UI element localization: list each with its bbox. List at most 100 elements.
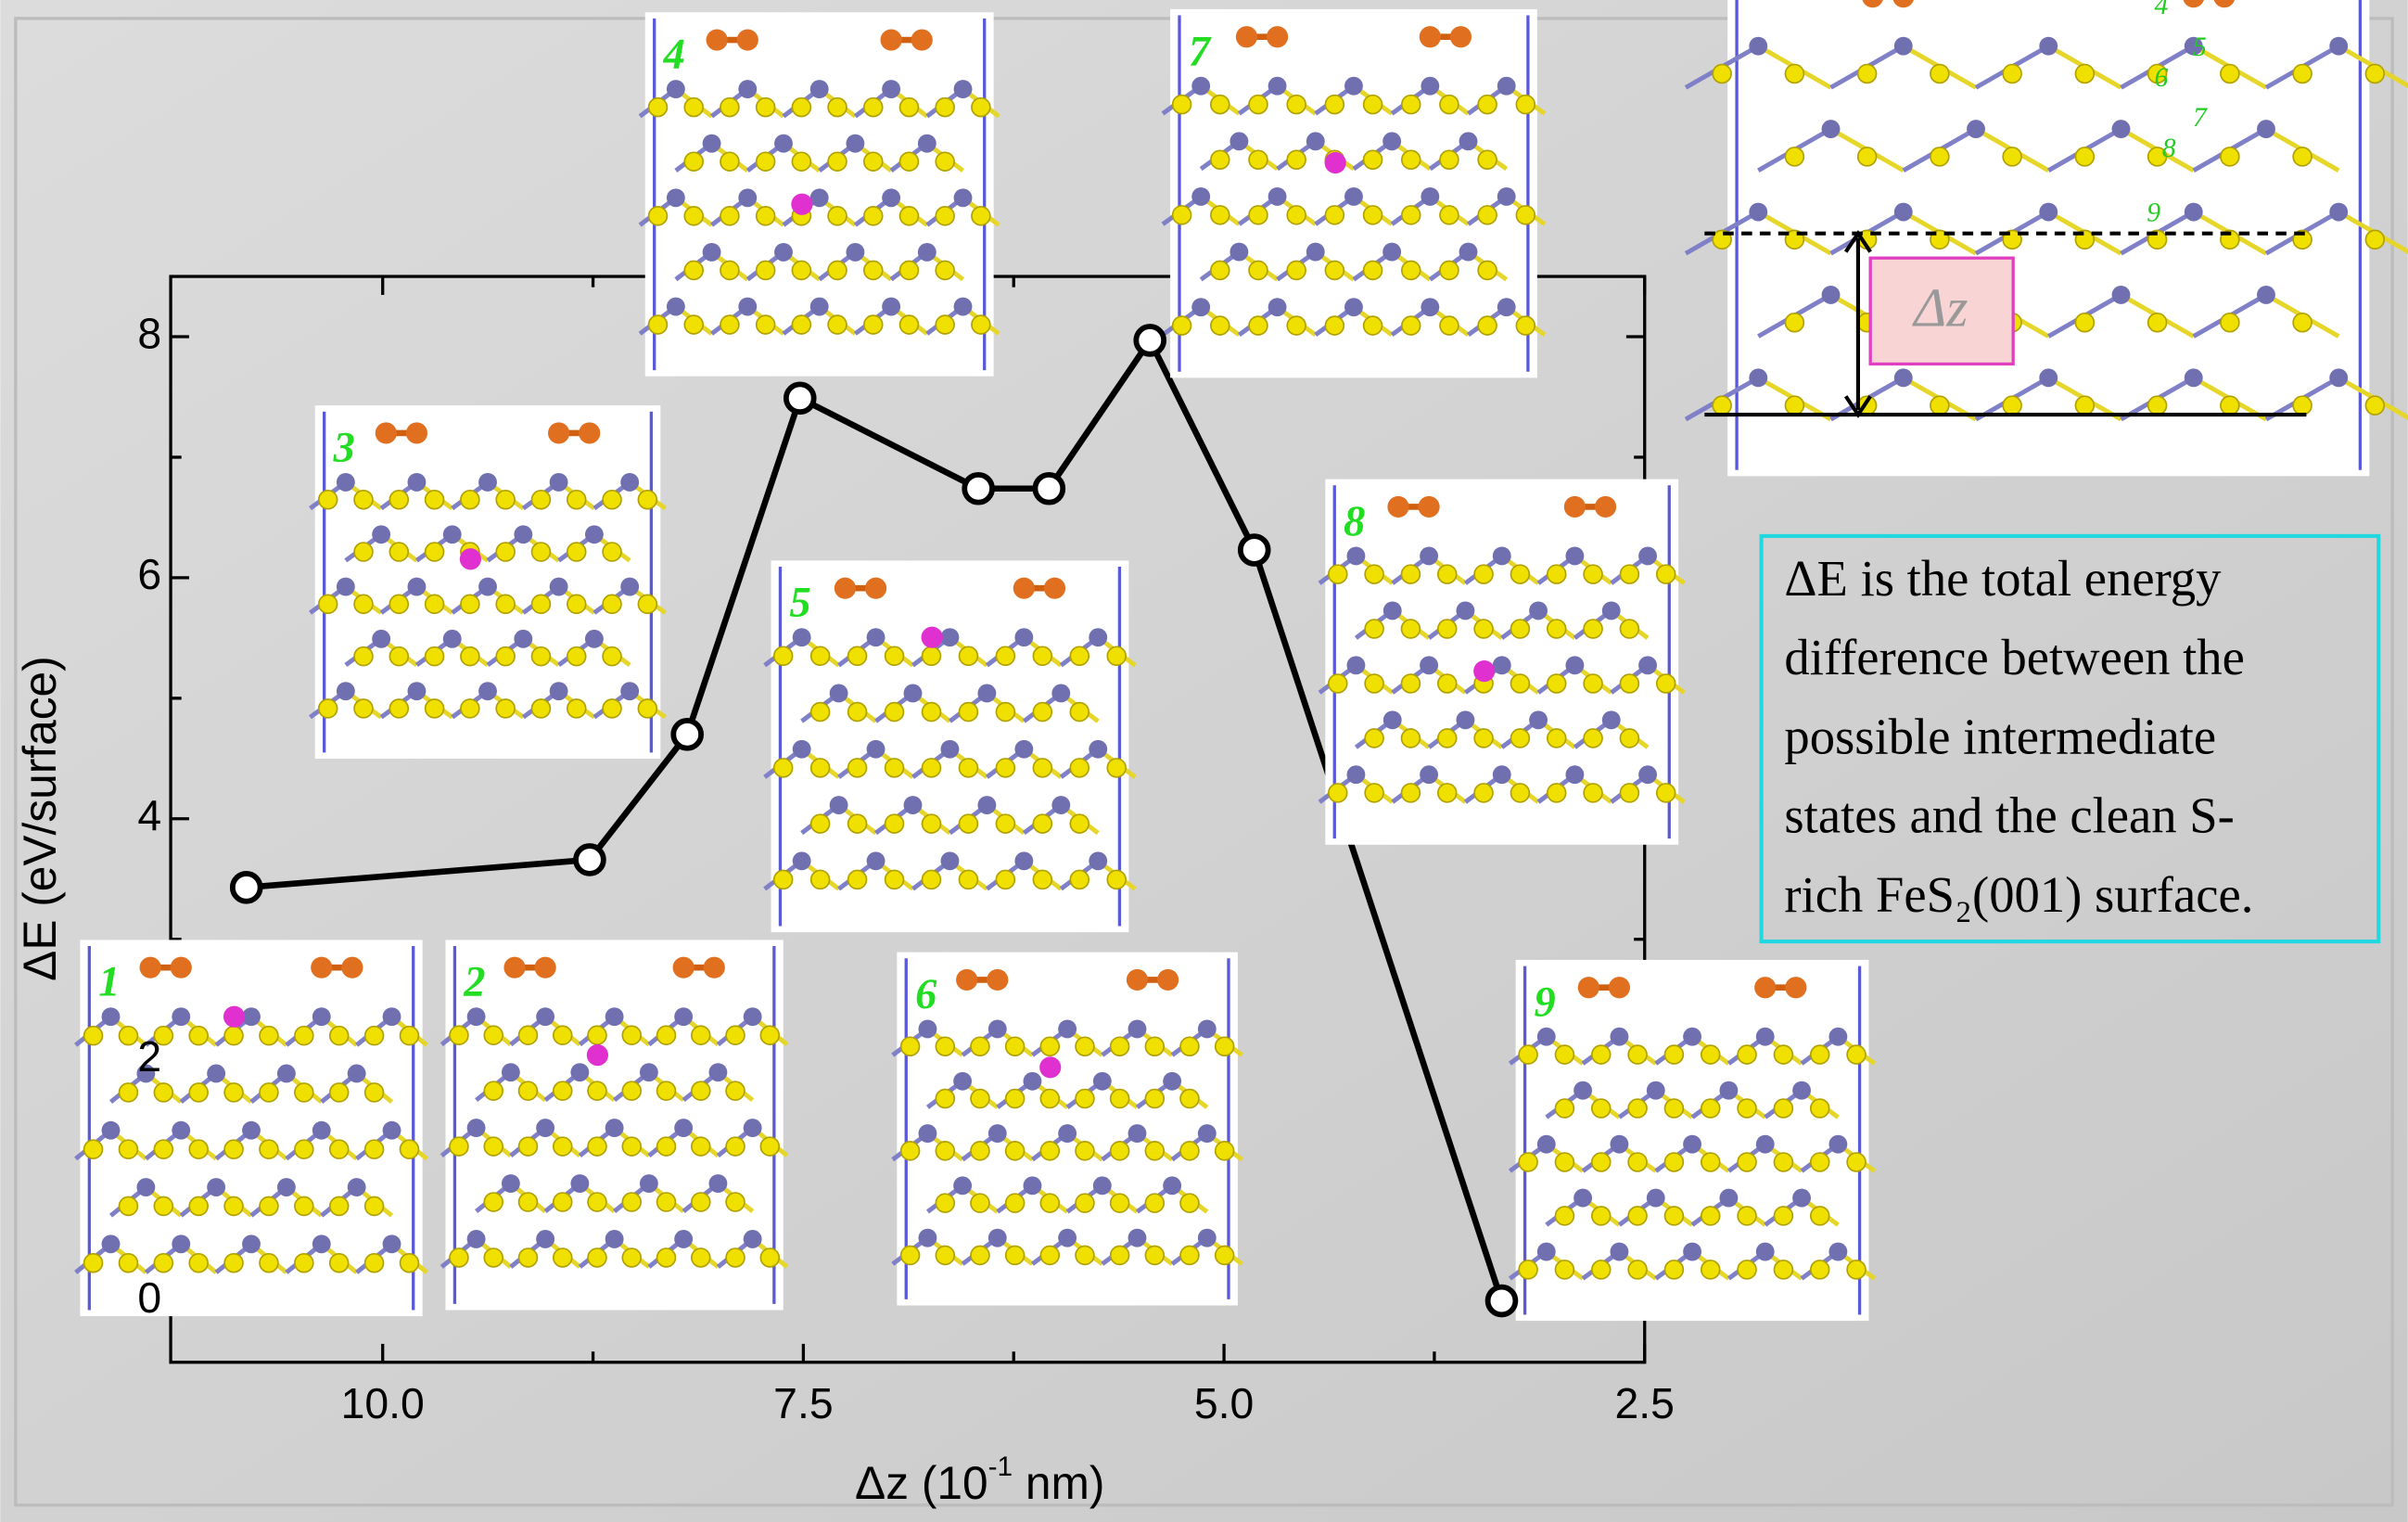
fe-atom: [1051, 796, 1070, 814]
s-atom: [389, 699, 408, 718]
fe-atom: [793, 628, 811, 646]
s-atom: [1364, 316, 1382, 335]
s-atom: [588, 1081, 606, 1100]
s-atom: [1774, 1153, 1792, 1171]
ref-marker: 9: [2147, 198, 2160, 228]
s-atom: [1785, 313, 1803, 332]
s-atom: [1438, 565, 1457, 583]
fe-atom: [708, 1063, 727, 1081]
fe-atom: [207, 1178, 225, 1196]
s-atom: [461, 595, 479, 613]
s-atom: [401, 1140, 419, 1158]
s-atom: [1584, 674, 1602, 693]
fe-atom: [1828, 1028, 1847, 1046]
fe-atom: [810, 80, 829, 98]
fe-atom: [1565, 765, 1584, 784]
s-atom: [1701, 1099, 1720, 1118]
s-atom: [649, 315, 668, 334]
s-atom: [1249, 206, 1268, 224]
fe-atom: [1493, 765, 1511, 784]
s-atom: [2293, 65, 2312, 83]
s-atom: [811, 703, 830, 722]
s-atom: [864, 262, 883, 280]
s-atom: [1620, 784, 1638, 802]
s-atom: [684, 315, 703, 334]
s-atom: [354, 647, 373, 666]
ref-marker: 8: [2162, 133, 2176, 163]
s-atom: [1657, 565, 1675, 583]
s-atom: [554, 1026, 572, 1044]
s-atom: [1548, 565, 1566, 583]
s-atom: [1329, 674, 1347, 693]
fe-atom: [408, 578, 427, 596]
structure-label: 5: [789, 580, 810, 627]
s-atom: [996, 814, 1014, 833]
s-atom: [532, 543, 551, 561]
s-atom: [1474, 565, 1493, 583]
fe-atom: [941, 628, 960, 646]
s-atom: [1555, 1207, 1573, 1225]
s-atom: [389, 647, 408, 666]
s-atom: [567, 543, 586, 561]
s-atom: [1774, 1260, 1792, 1279]
s-atom: [1811, 1207, 1829, 1225]
o-atom: [1578, 977, 1599, 998]
y-axis-label: ΔE (eV/surface): [14, 656, 66, 981]
s-atom: [120, 1083, 138, 1102]
fe-atom: [467, 1007, 486, 1026]
s-atom: [1620, 729, 1638, 748]
ref-marker: 6: [2155, 62, 2169, 93]
fe-atom: [1828, 1135, 1847, 1154]
s-atom: [450, 1137, 468, 1156]
x-tick-label: 7.5: [773, 1379, 833, 1427]
s-atom: [1216, 1142, 1234, 1160]
s-atom: [996, 759, 1014, 777]
s-atom: [622, 1137, 641, 1156]
s-atom: [1548, 620, 1566, 638]
fe-atom: [1822, 120, 1841, 138]
fe-atom: [102, 1234, 121, 1253]
fe-atom: [467, 1230, 486, 1248]
fe-atom: [1306, 243, 1325, 262]
s-atom: [726, 1193, 745, 1211]
note-line: possible intermediate: [1784, 708, 2216, 764]
s-atom: [1628, 1260, 1647, 1279]
s-atom: [885, 759, 904, 777]
fe-atom: [570, 1174, 589, 1193]
s-atom: [603, 595, 621, 613]
fe-atom: [708, 1174, 727, 1193]
fe-atom: [478, 682, 497, 700]
s-atom: [923, 814, 941, 833]
s-atom: [554, 1248, 572, 1267]
s-atom: [1592, 1099, 1611, 1118]
fe-atom: [667, 298, 685, 316]
s-atom: [1211, 96, 1229, 114]
fe-atom: [1894, 203, 1913, 222]
fe-atom: [793, 851, 811, 870]
fe-atom: [408, 473, 427, 492]
s-atom: [1325, 206, 1344, 224]
s-atom: [864, 152, 883, 171]
s-atom: [1592, 1207, 1611, 1225]
s-atom: [426, 543, 444, 561]
fe-atom: [793, 740, 811, 759]
s-atom: [971, 1090, 989, 1108]
s-atom: [1006, 1037, 1025, 1055]
fe-atom: [918, 134, 936, 153]
o-atom: [1157, 969, 1179, 991]
s-atom: [484, 1081, 503, 1100]
fe-atom: [1024, 1072, 1042, 1091]
s-atom: [496, 595, 515, 613]
o-atom: [1564, 496, 1586, 518]
s-atom: [1107, 759, 1126, 777]
o-atom: [835, 578, 856, 599]
fe-atom: [1756, 1028, 1775, 1046]
s-atom: [901, 1142, 920, 1160]
s-atom: [567, 647, 586, 666]
s-atom: [519, 1137, 538, 1156]
o-atom: [1267, 26, 1288, 47]
s-atom: [496, 491, 515, 509]
fe-atom: [1497, 187, 1516, 206]
fe-atom: [954, 188, 973, 207]
s-atom: [1365, 729, 1383, 748]
